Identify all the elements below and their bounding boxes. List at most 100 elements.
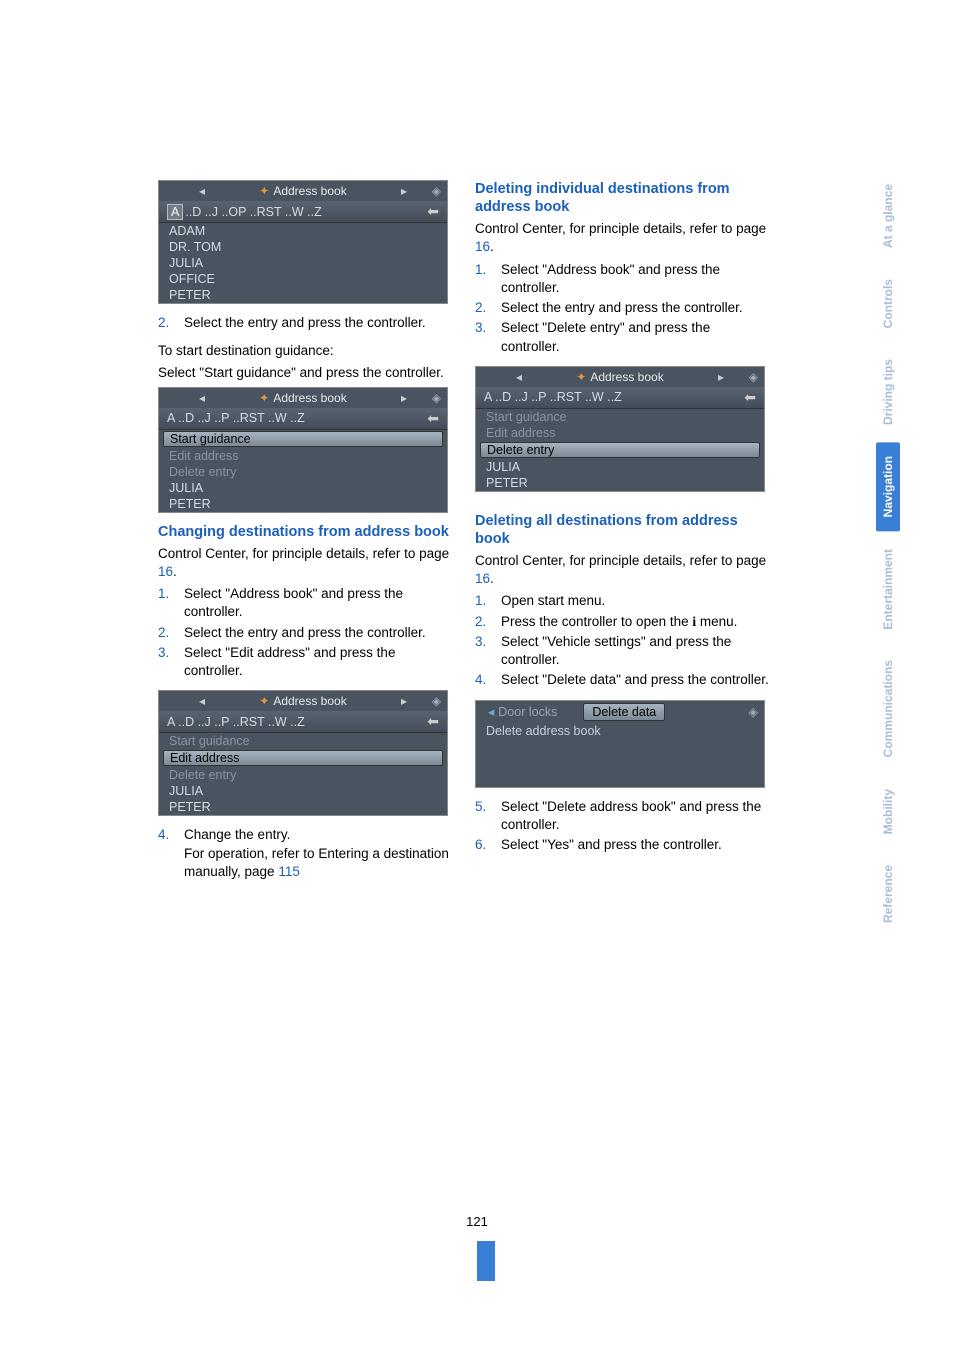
selected-item: Edit address [163,750,443,766]
section-tab[interactable]: At a glance [876,170,900,262]
back-icon: ⬅ [744,389,756,406]
list-item: Delete address book [476,723,764,739]
screenshot-delete-data: ◂Door locks Delete data ◈ Delete address… [475,700,765,788]
step-number: 1. [158,585,184,621]
step-text: Select the entry and press the controlle… [501,299,770,317]
faded-item: Edit address [476,425,764,441]
section-tab[interactable]: Controls [876,265,900,342]
screenshot-title: Address book [273,694,346,708]
chevron-left-icon: ◂ [199,391,205,405]
step-number: 1. [475,261,501,297]
step-text: Select "Delete entry" and press the cont… [501,319,770,355]
section-tab[interactable]: Navigation [876,442,900,531]
list-item: JULIA [159,480,447,496]
chevron-right-icon: ▸ [401,694,407,708]
corner-icon: ◈ [432,694,441,708]
step-number: 3. [475,319,501,355]
section-heading: Deleting individual destinations from ad… [475,180,770,216]
step-text: Select "Vehicle settings" and press the … [501,633,770,669]
page-marker [477,1241,495,1281]
step-text: Select "Delete address book" and press t… [501,798,770,834]
page-link[interactable]: 16 [158,564,173,579]
letter-filter: A ..D ..J ..P ..RST ..W ..Z [167,715,305,729]
chevron-left-icon: ◂ [199,694,205,708]
faded-item: Delete entry [159,767,447,783]
paragraph: Control Center, for principle details, r… [475,220,770,256]
faded-item: Start guidance [159,733,447,749]
list-item: PETER [159,496,447,512]
step-number: 2. [158,314,184,332]
corner-icon: ◈ [432,391,441,405]
tab-delete-data: Delete data [583,703,665,721]
section-tabs: At a glance Controls Driving tips Navigatio… [876,170,904,940]
step-number: 3. [158,644,184,680]
pin-icon: ✦ [259,391,269,405]
paragraph: Control Center, for principle details, r… [475,552,770,588]
page-link[interactable]: 16 [475,239,490,254]
selected-item: Delete entry [480,442,760,458]
list-item: DR. TOM [159,239,447,255]
screenshot-title: Address book [273,391,346,405]
page-number: 121 [0,1214,954,1229]
screenshot-title: Address book [590,370,663,384]
screenshot-start-guidance: ◂ ✦ Address book ▸ ◈ A ..D ..J ..P ..RST… [158,387,448,513]
step-number: 1. [475,592,501,610]
list-item: PETER [159,287,447,303]
list-item: JULIA [159,783,447,799]
list-item: PETER [159,799,447,815]
paragraph: Control Center, for principle details, r… [158,545,453,581]
screenshot-delete-entry: ◂ ✦ Address book ▸ ◈ A ..D ..J ..P ..RST… [475,366,765,492]
section-tab[interactable]: Reference [876,851,900,937]
letter-filter: A ..D ..J ..P ..RST ..W ..Z [484,390,622,404]
step-text: Open start menu. [501,592,770,610]
step-text: Select "Edit address" and press the cont… [184,644,453,680]
screenshot-edit-address: ◂ ✦ Address book ▸ ◈ A ..D ..J ..P ..RST… [158,690,448,816]
section-heading: Changing destinations from address book [158,523,453,541]
paragraph: To start destination guidance: [158,342,453,360]
section-tab[interactable]: Mobility [876,775,900,848]
list-item: JULIA [159,255,447,271]
page-link[interactable]: 115 [278,864,300,879]
chevron-right-icon: ▸ [401,184,407,198]
chevron-right-icon: ▸ [718,370,724,384]
list-item: JULIA [476,459,764,475]
step-number: 4. [475,671,501,689]
selected-item: Start guidance [163,431,443,447]
chevron-right-icon: ▸ [401,391,407,405]
step-text: Select "Address book" and press the cont… [501,261,770,297]
faded-item: Edit address [159,448,447,464]
list-item: ADAM [159,223,447,239]
back-icon: ⬅ [427,203,439,220]
section-heading: Deleting all destinations from address b… [475,512,770,548]
step-number: 6. [475,836,501,854]
step-number: 5. [475,798,501,834]
step-text: Select the entry and press the controlle… [184,314,453,332]
corner-icon: ◈ [432,184,441,198]
step-number: 2. [475,613,501,631]
corner-icon: ◈ [748,704,758,719]
pin-icon: ✦ [259,694,269,708]
page-link[interactable]: 16 [475,571,490,586]
letter-filter: A..D ..J ..OP ..RST ..W ..Z [167,205,322,219]
back-icon: ⬅ [427,713,439,730]
back-icon: ⬅ [427,410,439,427]
step-number: 2. [158,624,184,642]
step-number: 4. [158,826,184,881]
right-column: Deleting individual destinations from ad… [475,180,770,891]
section-tab[interactable]: Entertainment [876,535,900,644]
screenshot-title: Address book [273,184,346,198]
step-text: Select "Yes" and press the controller. [501,836,770,854]
section-tab[interactable]: Communications [876,646,900,771]
pin-icon: ✦ [259,184,269,198]
step-number: 2. [475,299,501,317]
section-tab[interactable]: Driving tips [876,345,900,439]
list-item: PETER [476,475,764,491]
faded-item: Delete entry [159,464,447,480]
step-text: Select "Delete data" and press the contr… [501,671,770,689]
step-text: Press the controller to open the i menu. [501,613,770,631]
faded-item: Start guidance [476,409,764,425]
step-text: Select "Address book" and press the cont… [184,585,453,621]
chevron-left-icon: ◂ [516,370,522,384]
step-text: Select the entry and press the controlle… [184,624,453,642]
list-item: OFFICE [159,271,447,287]
